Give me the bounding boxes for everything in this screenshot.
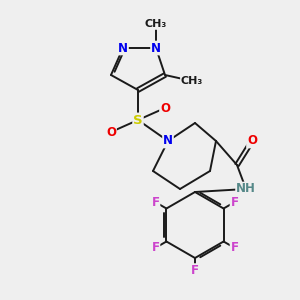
Text: O: O xyxy=(106,125,116,139)
Text: F: F xyxy=(152,241,160,254)
Text: S: S xyxy=(133,113,143,127)
Text: CH₃: CH₃ xyxy=(145,19,167,29)
Text: N: N xyxy=(118,41,128,55)
Text: F: F xyxy=(230,196,238,209)
Text: F: F xyxy=(152,196,160,209)
Text: F: F xyxy=(191,264,199,277)
Text: NH: NH xyxy=(236,182,256,196)
Text: O: O xyxy=(160,101,170,115)
Text: O: O xyxy=(247,134,257,148)
Text: F: F xyxy=(230,241,238,254)
Text: N: N xyxy=(163,134,173,148)
Text: N: N xyxy=(151,41,161,55)
Text: CH₃: CH₃ xyxy=(181,76,203,86)
